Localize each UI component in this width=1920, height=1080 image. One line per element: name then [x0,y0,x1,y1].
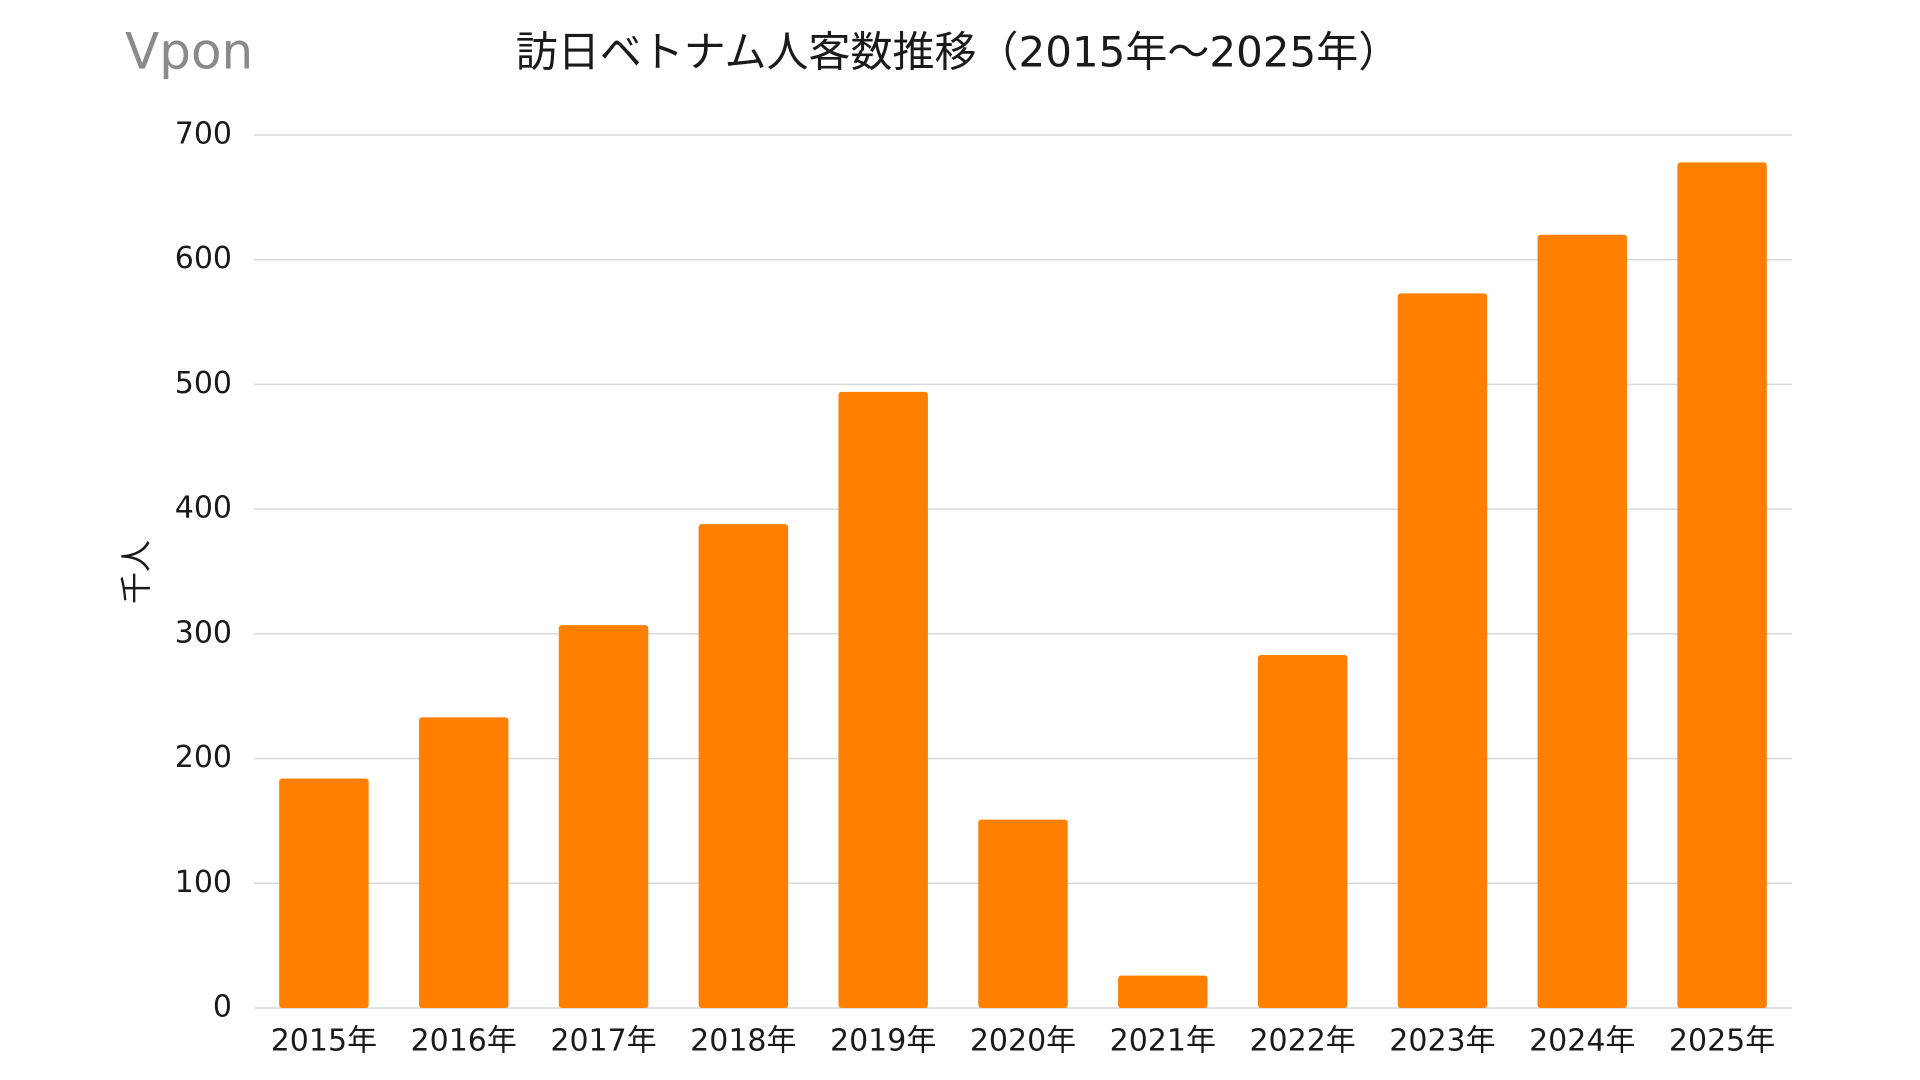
bar [698,524,789,1008]
x-tick-label: 2024年 [1529,1024,1635,1059]
y-tick-label: 100 [175,865,232,900]
y-axis-label: 千人 [117,540,155,604]
x-tick-label: 2017年 [550,1024,656,1059]
y-tick-label: 600 [175,241,232,276]
x-tick-label: 2025年 [1669,1024,1775,1059]
x-tick-label: 2022年 [1249,1024,1355,1059]
y-tick-label: 0 [213,990,232,1025]
bar [1397,293,1488,1008]
y-tick-label: 400 [175,491,232,526]
x-tick-label: 2015年 [271,1024,377,1059]
bar [558,625,649,1008]
bar [418,717,509,1008]
y-tick-label: 200 [175,740,232,775]
bar [279,778,369,1008]
bar [838,391,928,1008]
x-tick-label: 2021年 [1110,1024,1216,1059]
x-tick-label: 2023年 [1389,1024,1495,1059]
y-tick-label: 300 [175,615,232,650]
x-tick-label: 2020年 [970,1024,1076,1059]
x-tick-label: 2018年 [690,1024,796,1059]
bar [1118,975,1208,1008]
bar [1677,162,1767,1009]
x-tick-label: 2016年 [411,1024,517,1059]
bar [1257,655,1348,1008]
y-tick-label: 500 [175,366,232,401]
y-tick-label: 700 [175,117,232,152]
logo: Vpon [125,23,253,81]
chart-title: 訪日ベトナム人客数推移（2015年～2025年） [516,28,1401,77]
bar [1537,234,1628,1008]
x-tick-label: 2019年 [830,1024,936,1059]
bar [978,819,1068,1008]
